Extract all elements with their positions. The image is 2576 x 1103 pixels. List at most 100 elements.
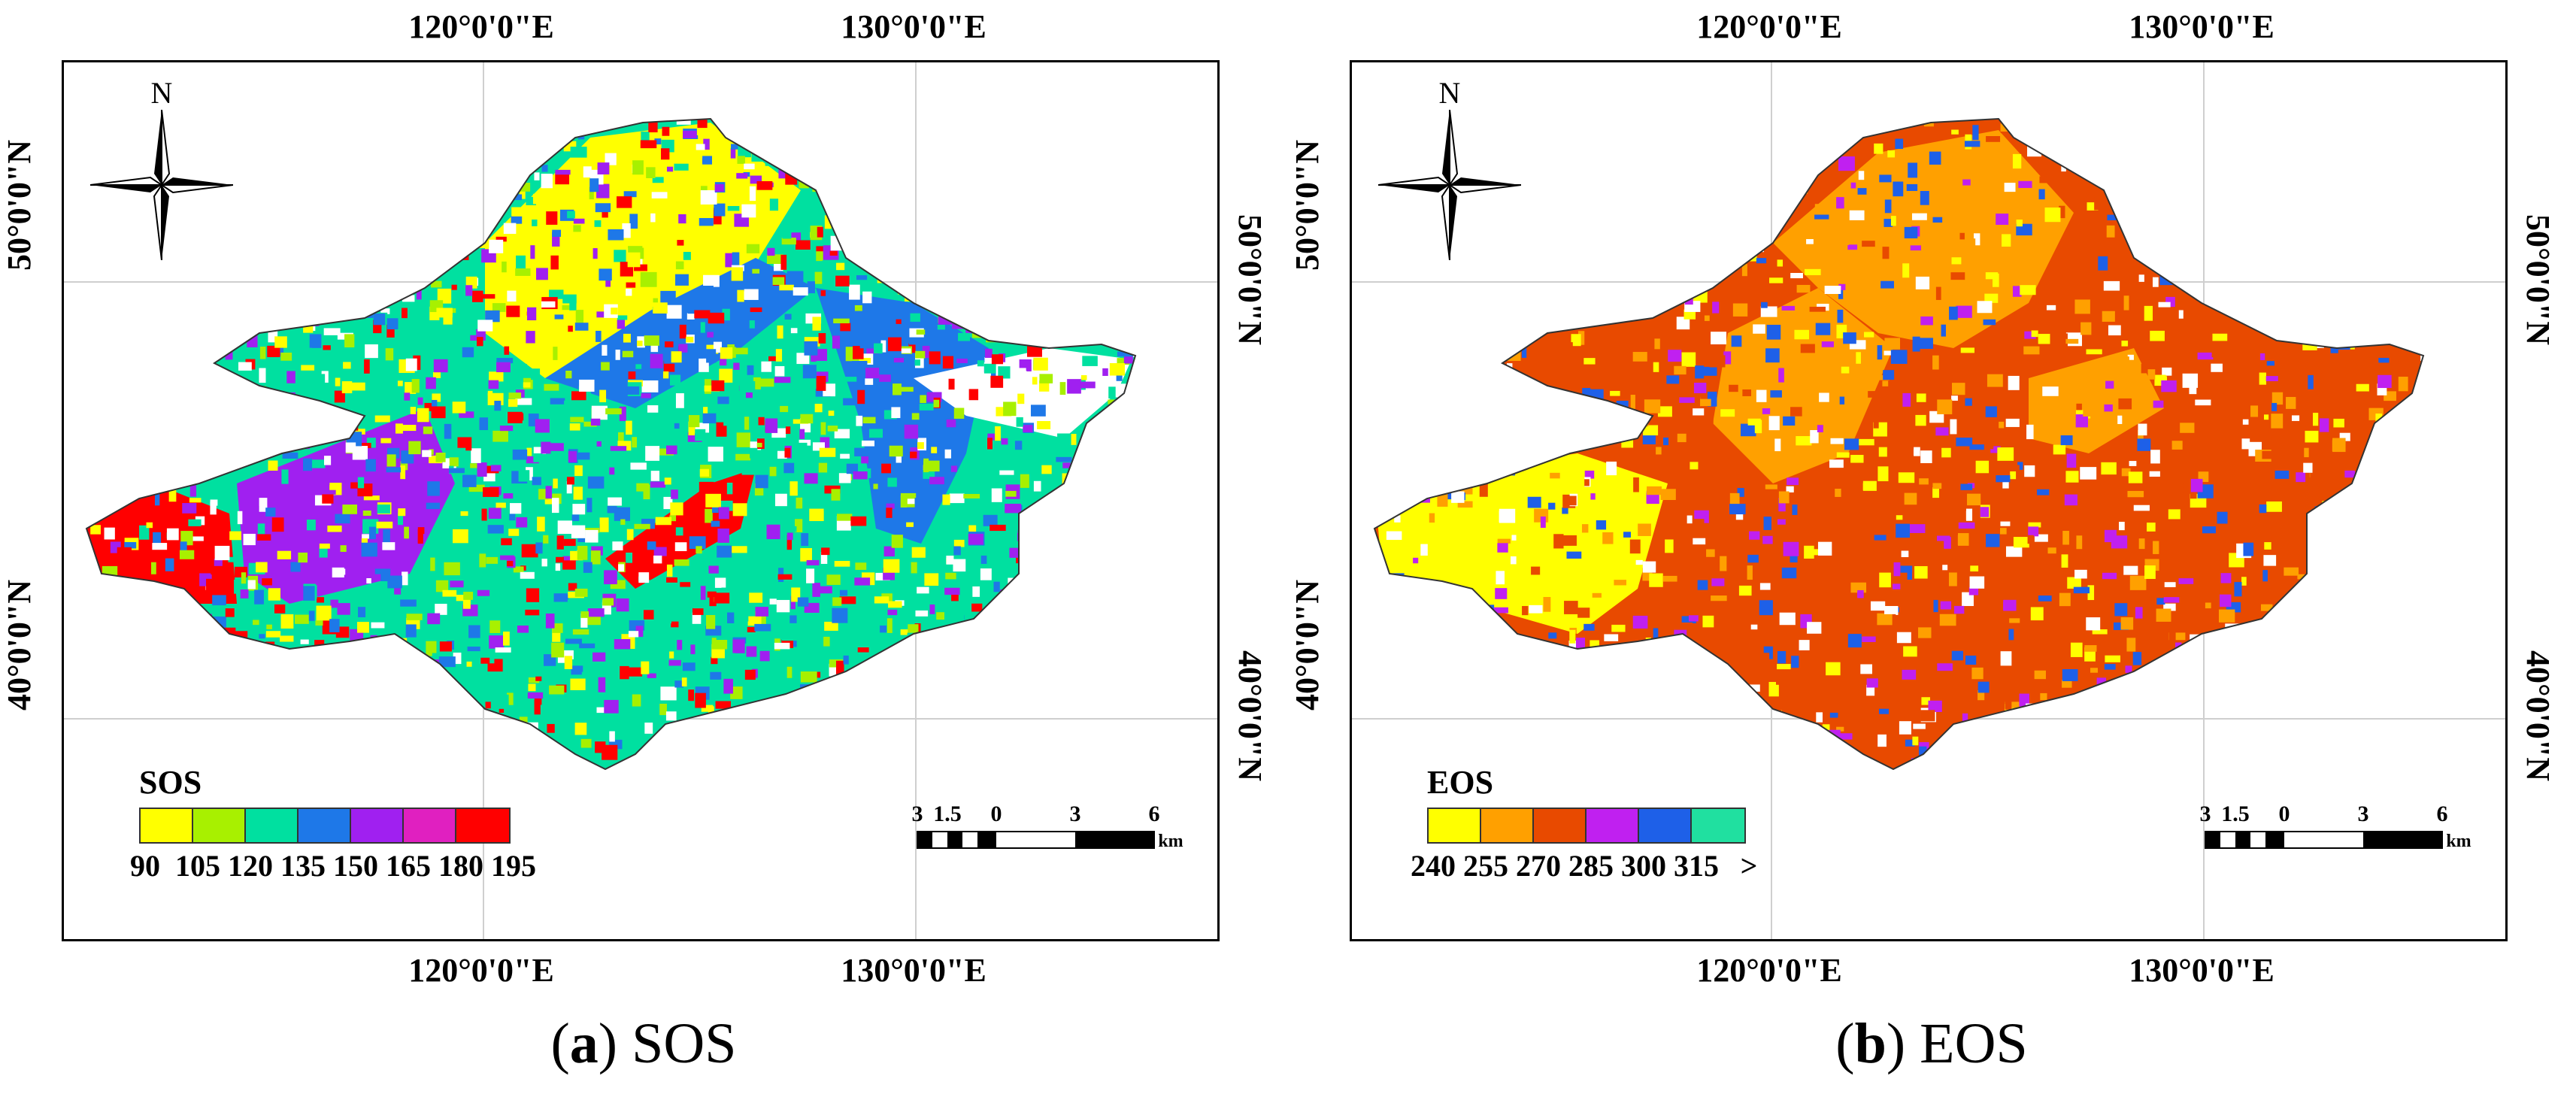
map-pixel — [1044, 147, 1057, 153]
map-pixel — [417, 408, 429, 423]
map-pixel — [776, 599, 790, 613]
map-pixel — [210, 499, 218, 506]
map-pixel — [441, 730, 453, 743]
legend-labels: 240 255 270 285 300 315 > — [1411, 848, 1757, 886]
map-pixel — [2070, 642, 2083, 657]
map-pixel — [1985, 406, 1997, 417]
map-pixel — [147, 377, 160, 383]
map-pixel — [2376, 660, 2393, 668]
map-pixel — [545, 613, 555, 629]
map-pixel — [1062, 201, 1069, 211]
map-pixel — [295, 206, 304, 213]
map-pixel — [1377, 302, 1393, 315]
map-pixel — [229, 405, 238, 420]
map-pixel — [1062, 462, 1071, 468]
map-pixel — [2003, 734, 2016, 750]
map-pixel — [1060, 237, 1073, 250]
map-pixel — [1596, 131, 1602, 143]
map-pixel — [1080, 381, 1096, 389]
map-pixel — [1950, 272, 1965, 280]
map-pixel — [2416, 168, 2423, 182]
legend-swatch — [1639, 809, 1692, 842]
map-pixel — [1790, 273, 1803, 279]
map-pixel — [2421, 205, 2423, 218]
map-pixel — [1780, 206, 1789, 213]
map-pixel — [553, 478, 558, 489]
map-pixel — [900, 227, 917, 242]
map-pixel — [754, 623, 771, 632]
map-pixel — [1550, 472, 1560, 479]
map-pixel — [285, 394, 295, 407]
map-pixel — [2386, 478, 2398, 493]
map-pixel — [920, 259, 929, 266]
map-pixel — [1693, 519, 1705, 531]
map-pixel — [1468, 438, 1474, 444]
map-pixel — [380, 438, 392, 444]
map-pixel — [1839, 396, 1845, 405]
map-pixel — [302, 458, 313, 471]
map-pixel — [772, 141, 787, 148]
map-pixel — [1518, 278, 1526, 289]
map-pixel — [362, 655, 377, 661]
map-pixel — [980, 555, 987, 564]
map-pixel — [1529, 330, 1536, 340]
map-pixel — [2371, 482, 2381, 496]
map-pixel — [2266, 361, 2274, 366]
map-pixel — [221, 289, 227, 299]
map-pixel — [1893, 562, 1901, 577]
map-pixel — [968, 255, 980, 262]
map-pixel — [1078, 683, 1086, 694]
map-pixel — [920, 395, 926, 404]
map-pixel — [1000, 193, 1009, 202]
map-pixel — [1476, 418, 1487, 429]
map-pixel — [322, 494, 334, 504]
map-pixel — [2307, 520, 2319, 534]
map-pixel — [641, 132, 650, 141]
map-pixel — [272, 119, 287, 129]
map-pixel — [919, 674, 931, 686]
map-pixel — [699, 481, 714, 493]
map-pixel — [2350, 229, 2356, 242]
map-pixel — [434, 214, 443, 228]
north-label: N — [150, 76, 173, 110]
map-pixel — [847, 721, 862, 733]
map-pixel — [1123, 625, 1130, 639]
map-pixel — [1668, 350, 1682, 362]
map-pixel — [855, 562, 867, 570]
map-pixel — [220, 436, 231, 443]
map-pixel — [1702, 213, 1717, 224]
map-pixel — [223, 264, 229, 277]
map-pixel — [618, 564, 625, 572]
map-pixel — [1447, 693, 1462, 700]
map-pixel — [1433, 693, 1446, 705]
map-pixel — [371, 622, 385, 629]
map-pixel — [283, 298, 298, 307]
map-pixel — [1069, 601, 1080, 613]
map-pixel — [711, 640, 728, 650]
map-pixel — [508, 271, 515, 277]
map-pixel — [1039, 374, 1053, 383]
map-pixel — [1783, 541, 1799, 556]
map-pixel — [277, 138, 288, 150]
map-pixel — [1996, 475, 2011, 483]
map-pixel — [610, 446, 627, 451]
map-pixel — [1614, 580, 1626, 586]
map-pixel — [436, 308, 453, 318]
caption-a: (a) SOS — [550, 1012, 737, 1075]
map-pixel — [1005, 490, 1017, 497]
map-pixel — [1032, 249, 1047, 255]
map-pixel — [616, 598, 629, 612]
map-pixel — [1850, 582, 1867, 593]
map-pixel — [839, 589, 848, 596]
map-pixel — [339, 687, 353, 698]
map-pixel — [353, 301, 363, 316]
map-pixel — [800, 414, 814, 424]
map-pixel — [1529, 605, 1543, 614]
map-pixel — [963, 493, 980, 498]
map-pixel — [257, 393, 264, 405]
map-pixel — [721, 587, 735, 593]
bottom-tick-120e: 120°0'0"E — [1696, 952, 1842, 989]
map-pixel — [883, 559, 900, 573]
map-pixel — [2281, 350, 2296, 365]
map-pixel — [398, 642, 405, 654]
